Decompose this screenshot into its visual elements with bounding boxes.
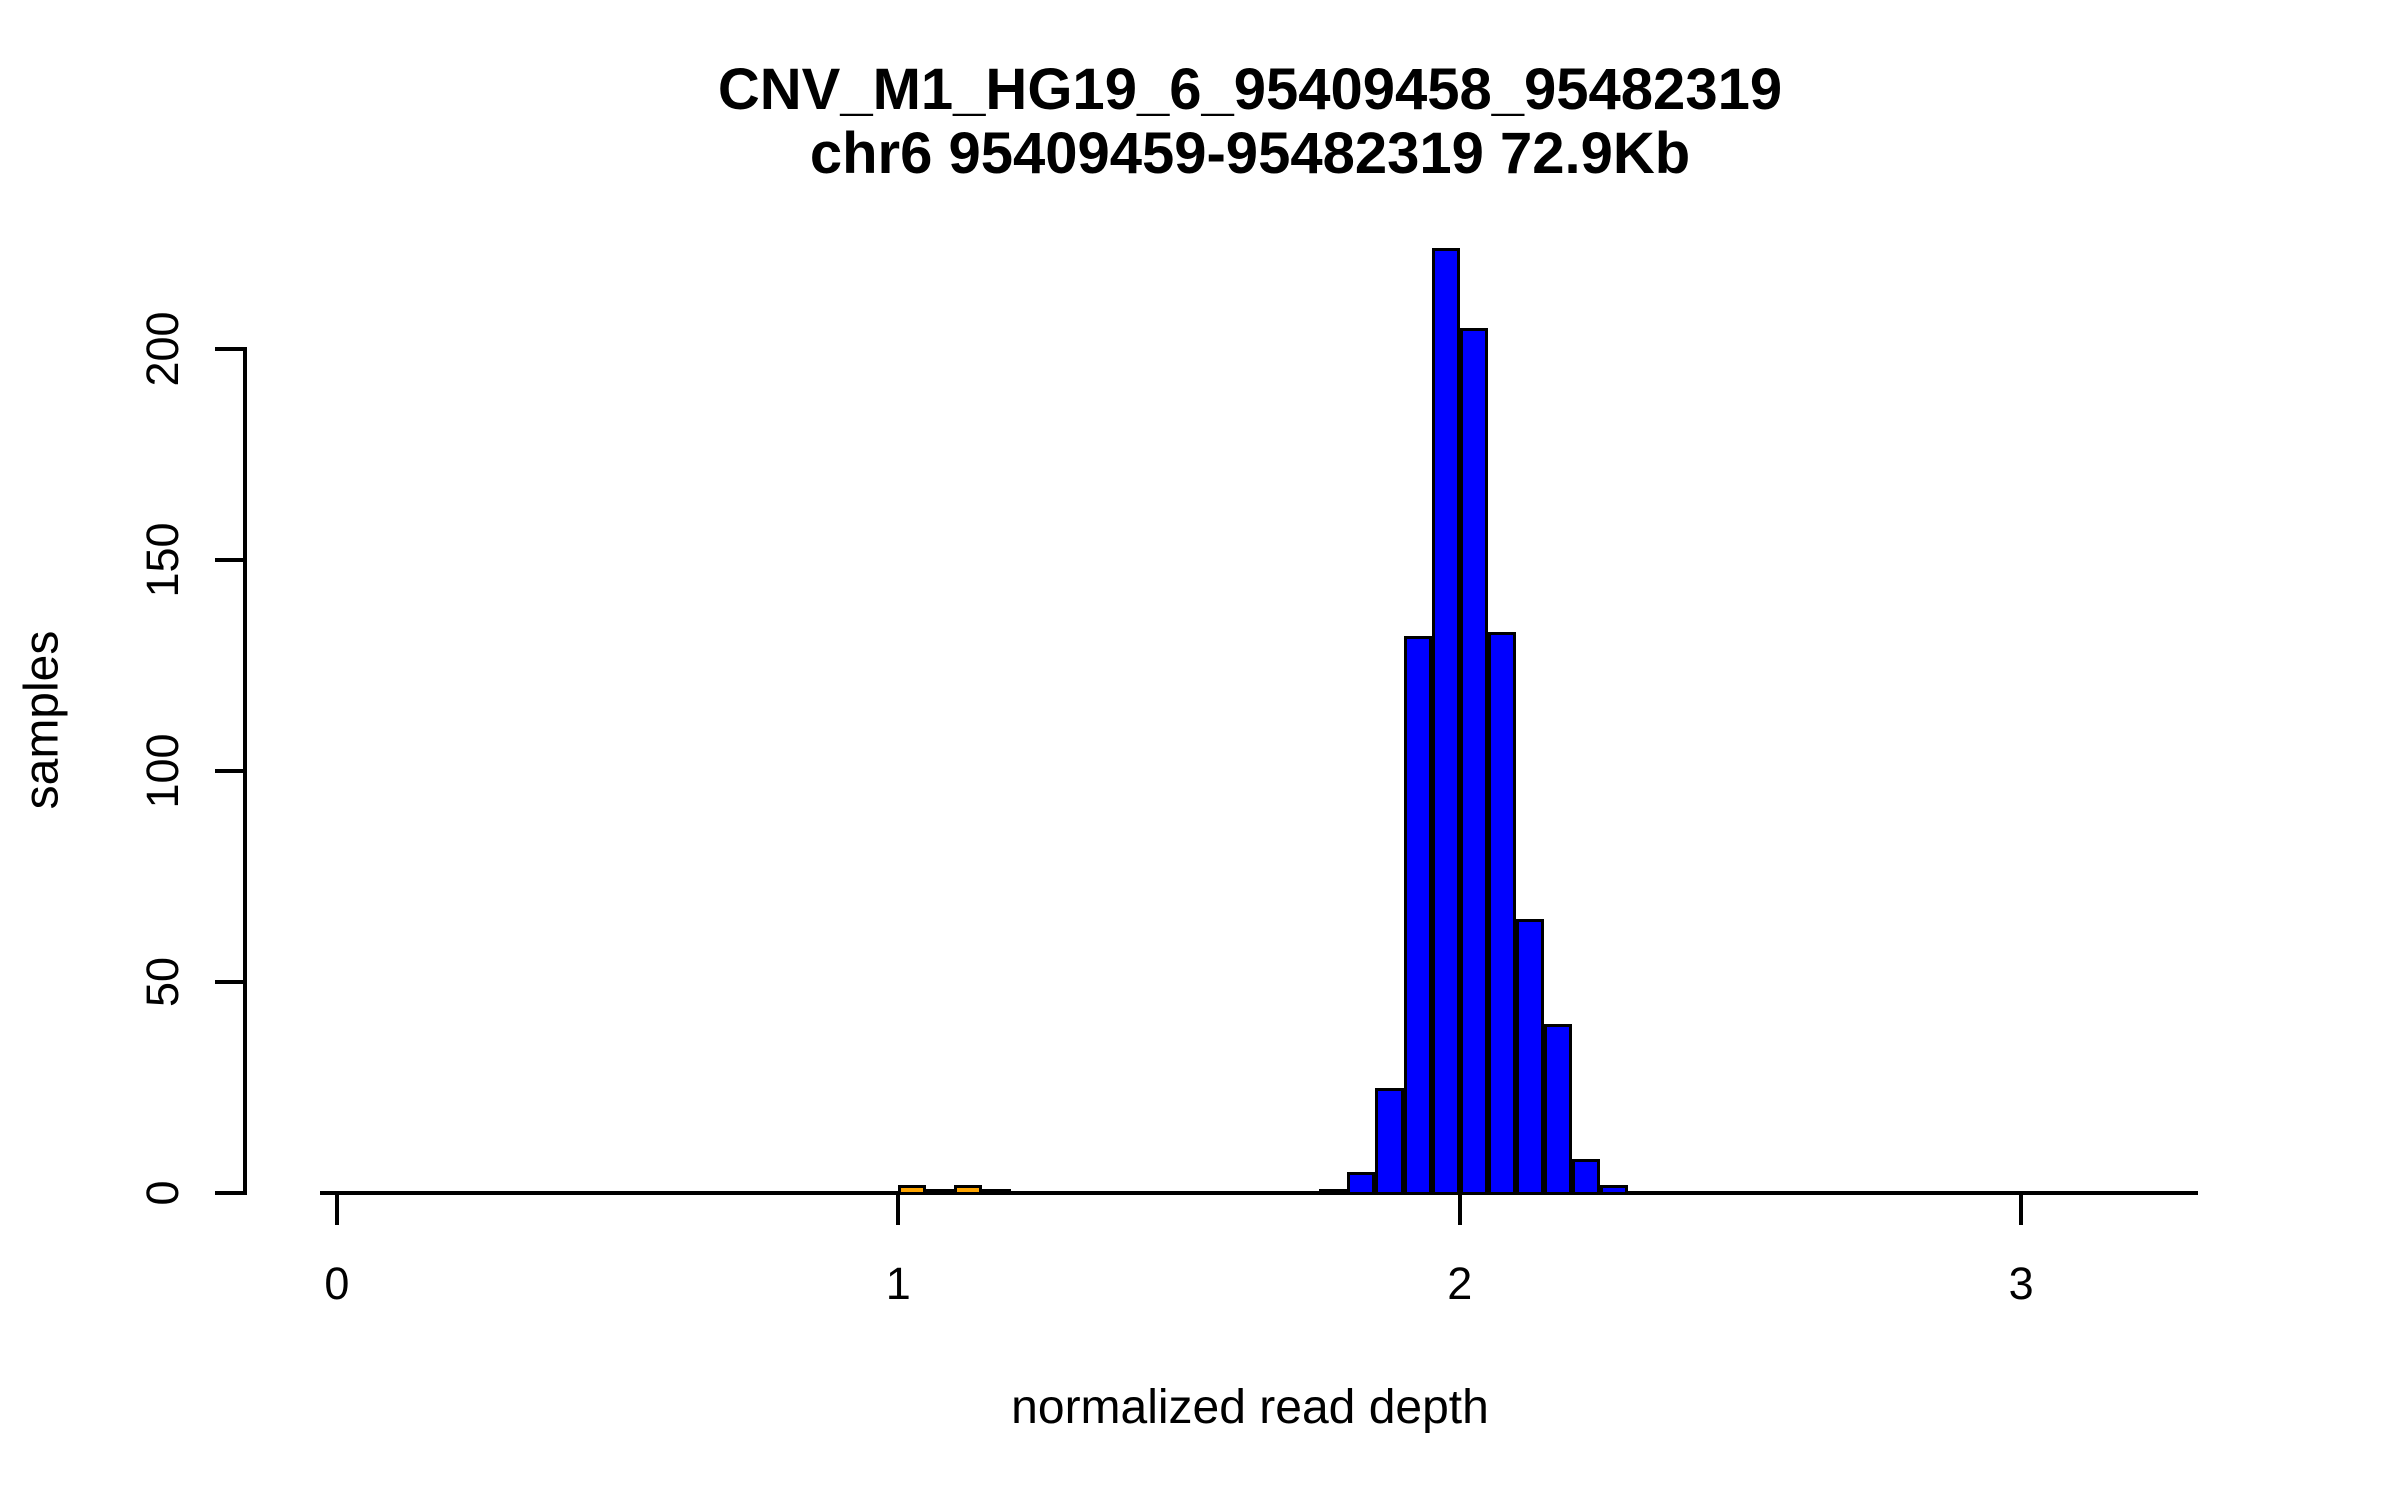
y-axis-tick	[215, 347, 245, 352]
chart-title-line1: CNV_M1_HG19_6_95409458_95482319	[717, 57, 1783, 122]
histogram-bar-normal	[1515, 918, 1544, 1195]
histogram-bar-normal	[1572, 1159, 1601, 1195]
y-axis-tick	[215, 558, 245, 563]
x-axis-tick-label: 0	[324, 1258, 350, 1309]
x-axis-tick-label: 3	[2008, 1258, 2034, 1309]
histogram-bar-carrier	[898, 1184, 927, 1195]
x-axis-tick	[334, 1193, 339, 1225]
histogram-bar-normal	[1375, 1087, 1404, 1195]
histogram-bar-normal	[1487, 632, 1516, 1195]
histogram-bar-normal	[1600, 1184, 1629, 1195]
histogram-bar-normal	[1347, 1171, 1376, 1195]
x-axis-tick	[1457, 1193, 1462, 1225]
y-axis-line	[243, 347, 247, 1195]
histogram-bar-normal	[1403, 636, 1432, 1195]
chart-title-line2: chr6 95409459-95482319 72.9Kb	[809, 121, 1691, 186]
x-axis-tick-label: 1	[885, 1258, 911, 1309]
histogram-bar-carrier	[982, 1188, 1011, 1195]
y-axis-label: samples	[15, 630, 69, 810]
y-axis-tick	[215, 769, 245, 774]
y-axis-tick-label: 100	[137, 733, 188, 809]
y-axis-tick-label: 200	[137, 311, 188, 387]
y-axis-tick-label: 0	[137, 1180, 188, 1206]
histogram-bar-normal	[1319, 1188, 1348, 1195]
chart-title: CNV_M1_HG19_6_95409458_95482319 chr6 954…	[50, 58, 2400, 186]
histogram-bar-normal	[1431, 248, 1460, 1195]
histogram-bar-normal	[1543, 1024, 1572, 1195]
x-axis-line	[320, 1191, 2198, 1195]
y-axis-tick-label: 50	[137, 957, 188, 1008]
histogram-bar-carrier	[954, 1184, 983, 1195]
y-axis-tick-label: 150	[137, 522, 188, 598]
x-axis-tick	[2019, 1193, 2024, 1225]
x-axis-tick	[896, 1193, 901, 1225]
y-axis-tick	[215, 980, 245, 985]
y-axis-tick	[215, 1191, 245, 1195]
histogram-bar-carrier	[926, 1188, 955, 1195]
histogram-bar-normal	[1459, 328, 1488, 1195]
x-axis-label: normalized read depth	[1011, 1381, 1489, 1434]
x-axis-tick-label: 2	[1447, 1258, 1473, 1309]
